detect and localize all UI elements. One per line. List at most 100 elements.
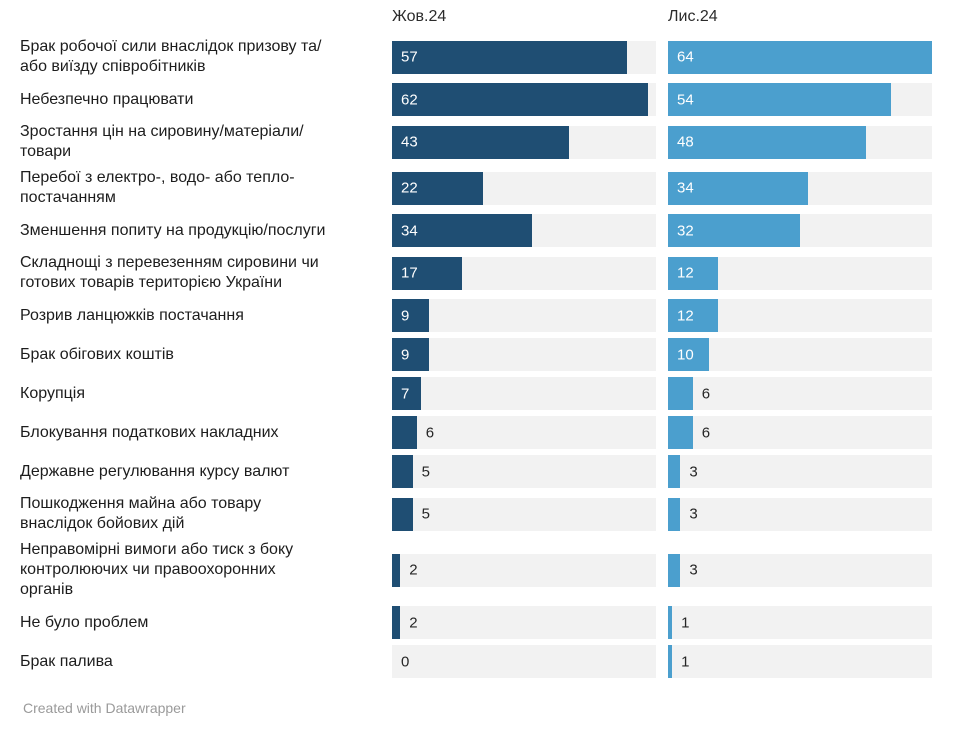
bar-track: 54 xyxy=(668,83,932,116)
bar-cell: 43 xyxy=(392,125,656,159)
bar-cell: 2 xyxy=(392,553,656,587)
bar-value: 6 xyxy=(425,424,435,441)
bar-nov[interactable] xyxy=(668,416,693,449)
bar-value: 9 xyxy=(401,346,410,363)
category-label: Державне регулювання курсу валют xyxy=(20,462,290,480)
bar-value: 32 xyxy=(677,222,694,239)
bar-oct[interactable] xyxy=(392,553,401,587)
bar-oct[interactable] xyxy=(392,377,421,410)
bar-value: 5 xyxy=(421,505,430,523)
bar-oct[interactable] xyxy=(392,338,430,371)
bar-track: 1 xyxy=(668,645,932,678)
table-row: Перебої з електро-, водо- або тепло- пос… xyxy=(20,168,932,208)
category-label: Блокування податкових накладних xyxy=(20,423,279,441)
bar-cell: 22 xyxy=(392,171,656,205)
bar-oct[interactable] xyxy=(392,256,463,290)
bar-nov[interactable] xyxy=(668,455,681,488)
bar-nov[interactable] xyxy=(668,338,710,371)
bar-cell: 5 xyxy=(392,455,656,488)
bar-track: 3 xyxy=(668,553,932,587)
bar-cell: 10 xyxy=(668,338,932,371)
table-row: Складнощі з перевезенням сировини чи гот… xyxy=(20,253,932,293)
bar-nov[interactable] xyxy=(668,553,681,587)
bar-value: 12 xyxy=(677,307,694,324)
bar-oct[interactable] xyxy=(392,497,413,531)
category-label: Брак палива xyxy=(20,652,113,670)
bar-track: 43 xyxy=(392,125,656,159)
bar-value: 12 xyxy=(677,264,694,282)
bar-nov[interactable] xyxy=(668,645,673,678)
bar-track: 5 xyxy=(392,455,656,488)
bar-cell: 62 xyxy=(392,83,656,116)
bar-track: 64 xyxy=(668,40,932,74)
bar-value: 10 xyxy=(677,346,694,363)
bar-nov[interactable] xyxy=(668,377,693,410)
bar-track: 32 xyxy=(668,214,932,247)
bar-oct[interactable] xyxy=(392,214,533,247)
bar-cell: 6 xyxy=(668,377,932,410)
bar-nov[interactable] xyxy=(668,171,809,205)
bar-value: 62 xyxy=(401,91,418,108)
bar-oct[interactable] xyxy=(392,40,628,74)
bar-oct[interactable] xyxy=(392,125,570,159)
bar-nov[interactable] xyxy=(668,125,866,159)
bar-track: 9 xyxy=(392,299,656,332)
bar-track: 12 xyxy=(668,299,932,332)
bar-oct[interactable] xyxy=(392,455,413,488)
bar-cell: 6 xyxy=(392,416,656,449)
bar-cell: 6 xyxy=(668,416,932,449)
bar-value: 5 xyxy=(421,463,430,480)
bar-nov[interactable] xyxy=(668,83,891,116)
bar-cell: 57 xyxy=(392,40,656,74)
bar-track: 48 xyxy=(668,125,932,159)
bar-value: 34 xyxy=(677,179,694,197)
bar-track: 3 xyxy=(668,497,932,531)
category-label: Небезпечно працювати xyxy=(20,90,194,108)
table-row: Брак робочої сили внаслідок призову та/ … xyxy=(20,37,932,77)
category-label: Брак обігових коштів xyxy=(20,345,174,363)
category-label: Неправомірні вимоги або тиск з боку конт… xyxy=(20,541,294,598)
table-row: Зменшення попиту на продукцію/послуги 34 3… xyxy=(20,214,932,247)
bar-value: 3 xyxy=(689,505,698,523)
bar-track: 6 xyxy=(668,416,932,449)
bar-oct[interactable] xyxy=(392,416,417,449)
category-label: Корупція xyxy=(20,384,85,402)
bar-cell: 3 xyxy=(668,497,932,531)
bar-value: 3 xyxy=(689,561,698,579)
bar-track: 62 xyxy=(392,83,656,116)
chart-footer: Created with Datawrapper xyxy=(20,700,932,716)
bar-nov[interactable] xyxy=(668,497,681,531)
bar-cell: 17 xyxy=(392,256,656,290)
bar-cell: 34 xyxy=(668,171,932,205)
datawrapper-credit-link[interactable]: Created with Datawrapper xyxy=(23,700,186,716)
bar-value: 48 xyxy=(677,133,694,151)
bar-value: 6 xyxy=(701,385,711,402)
bar-cell: 1 xyxy=(668,606,932,639)
category-label: Розрив ланцюжків постачання xyxy=(20,306,244,324)
bar-cell: 7 xyxy=(392,377,656,410)
category-label: Пошкодження майна або товару внаслідок б… xyxy=(20,495,262,532)
bar-nov[interactable] xyxy=(668,214,800,247)
bar-value: 9 xyxy=(401,307,410,324)
bar-value: 34 xyxy=(401,222,418,239)
bar-cell: 3 xyxy=(668,455,932,488)
bar-cell: 12 xyxy=(668,299,932,332)
category-label: Не було проблем xyxy=(20,613,149,631)
bar-oct[interactable] xyxy=(392,606,401,639)
bar-nov[interactable] xyxy=(668,299,718,332)
bar-cell: 3 xyxy=(668,553,932,587)
bar-oct[interactable] xyxy=(392,299,430,332)
bar-nov[interactable] xyxy=(668,256,718,290)
bar-oct[interactable] xyxy=(392,171,483,205)
table-row: Брак палива 0 1 xyxy=(20,645,932,678)
table-row: Зростання цін на сировину/матеріали/ тов… xyxy=(20,122,932,162)
bar-track: 6 xyxy=(668,377,932,410)
bar-oct[interactable] xyxy=(392,83,648,116)
bar-cell: 54 xyxy=(668,83,932,116)
bar-cell: 34 xyxy=(392,214,656,247)
bar-nov[interactable] xyxy=(668,606,673,639)
bar-track: 2 xyxy=(392,606,656,639)
bar-nov[interactable] xyxy=(668,40,932,74)
bar-track: 34 xyxy=(668,171,932,205)
bar-cell: 1 xyxy=(668,645,932,678)
